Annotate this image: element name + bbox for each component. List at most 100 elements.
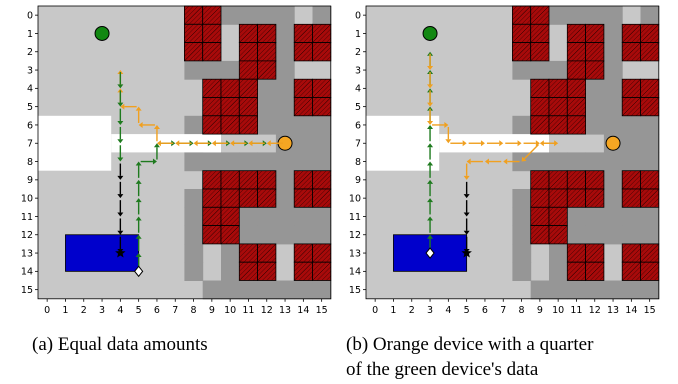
hatch-line bbox=[622, 97, 641, 116]
hatch-line bbox=[571, 83, 586, 98]
map-frame bbox=[37, 5, 332, 300]
x-tick-label: 11 bbox=[242, 305, 254, 316]
x-tick-label: 15 bbox=[644, 305, 656, 316]
hatch-line bbox=[257, 188, 277, 208]
hatch-line bbox=[512, 42, 527, 57]
hatch-line bbox=[294, 262, 313, 281]
hatch-line bbox=[271, 56, 277, 62]
hatch-line bbox=[307, 275, 313, 281]
hatch-line bbox=[271, 257, 277, 263]
hatch-line bbox=[553, 83, 568, 98]
hatch-line bbox=[530, 97, 550, 116]
hatch-line bbox=[294, 24, 309, 39]
hatch-line bbox=[548, 170, 559, 181]
shadow-cell bbox=[640, 115, 660, 135]
x-tick-label: 13 bbox=[279, 305, 291, 316]
hatch-line bbox=[622, 24, 632, 34]
hatch-line bbox=[239, 262, 258, 281]
hatch-line bbox=[312, 243, 331, 263]
hatch-line bbox=[567, 262, 586, 281]
trajectory-arrowhead bbox=[138, 121, 143, 128]
hatch-line bbox=[216, 202, 222, 208]
y-tick-label: 12 bbox=[349, 230, 361, 241]
hatch-line bbox=[303, 51, 313, 62]
hatch-line bbox=[239, 24, 249, 34]
hatch-line bbox=[512, 24, 531, 43]
hatch-line bbox=[234, 239, 240, 245]
hatch-line bbox=[202, 225, 217, 240]
hatch-line bbox=[567, 24, 582, 39]
hatch-line bbox=[589, 65, 605, 80]
hatch-line bbox=[622, 262, 641, 281]
hatch-line bbox=[548, 79, 563, 94]
hatch-line bbox=[326, 202, 331, 208]
hatch-line bbox=[539, 14, 550, 25]
hatch-line bbox=[580, 129, 586, 135]
hatch-line bbox=[294, 42, 313, 62]
hatch-line bbox=[622, 170, 632, 181]
hatch-line bbox=[326, 56, 331, 62]
hatch-line bbox=[589, 175, 605, 190]
hatch-line bbox=[261, 28, 277, 43]
hatch-line bbox=[640, 24, 655, 39]
hatch-line bbox=[220, 170, 240, 190]
hatch-line bbox=[298, 101, 313, 116]
hatch-line bbox=[312, 97, 327, 112]
shadow-cell bbox=[312, 152, 332, 172]
hatch-line bbox=[567, 243, 582, 258]
hatch-line bbox=[229, 197, 240, 208]
hatch-line bbox=[294, 24, 304, 34]
hatch-line bbox=[576, 271, 586, 281]
hatch-line bbox=[202, 24, 208, 30]
hatch-line bbox=[539, 33, 550, 43]
hatch-line bbox=[294, 262, 299, 267]
hatch-line bbox=[644, 266, 659, 281]
hatch-line bbox=[557, 216, 568, 226]
hatch-line bbox=[544, 19, 550, 25]
hatch-line bbox=[589, 28, 605, 43]
hatch-line bbox=[640, 262, 659, 281]
hatch-line bbox=[312, 188, 331, 208]
hatch-line bbox=[312, 188, 318, 194]
hatch-line bbox=[321, 106, 331, 116]
shadow-cell bbox=[184, 243, 204, 263]
hatch-line bbox=[544, 220, 550, 226]
hatch-line bbox=[294, 42, 309, 57]
shadow-cell bbox=[294, 115, 313, 135]
hatch-line bbox=[626, 46, 641, 62]
hatch-line bbox=[544, 239, 550, 245]
hatch-line bbox=[294, 42, 299, 48]
hatch-line bbox=[220, 79, 231, 89]
hatch-line bbox=[312, 42, 318, 48]
trajectory-arrowhead bbox=[117, 212, 124, 217]
shadow-cell bbox=[275, 24, 295, 44]
hatch-line bbox=[654, 257, 659, 263]
hatch-line bbox=[211, 33, 222, 43]
trajectory-arrowhead bbox=[444, 121, 449, 128]
hatch-line bbox=[599, 56, 605, 62]
hatch-line bbox=[184, 5, 199, 20]
hatch-line bbox=[316, 248, 331, 263]
hatch-line bbox=[567, 115, 582, 130]
hatch-line bbox=[184, 24, 194, 34]
hatch-line bbox=[631, 252, 641, 263]
hatch-line bbox=[567, 170, 577, 181]
hatch-line bbox=[580, 92, 586, 98]
y-tick-label: 7 bbox=[27, 139, 33, 150]
hatch-line bbox=[294, 97, 304, 107]
hatch-line bbox=[239, 60, 258, 80]
hatch-line bbox=[184, 24, 190, 30]
hatch-line bbox=[640, 24, 650, 34]
hatch-line bbox=[202, 188, 217, 203]
hatch-line bbox=[530, 42, 545, 57]
hatch-line bbox=[239, 243, 245, 249]
hatch-line bbox=[594, 69, 605, 80]
hatch-line bbox=[585, 42, 600, 57]
hatch-line bbox=[644, 193, 659, 208]
hatch-line bbox=[567, 243, 577, 254]
shadow-cell bbox=[221, 152, 240, 172]
hatch-line bbox=[631, 106, 641, 116]
hatch-line bbox=[229, 234, 240, 245]
hatch-line bbox=[576, 88, 586, 98]
hatch-line bbox=[202, 97, 217, 112]
